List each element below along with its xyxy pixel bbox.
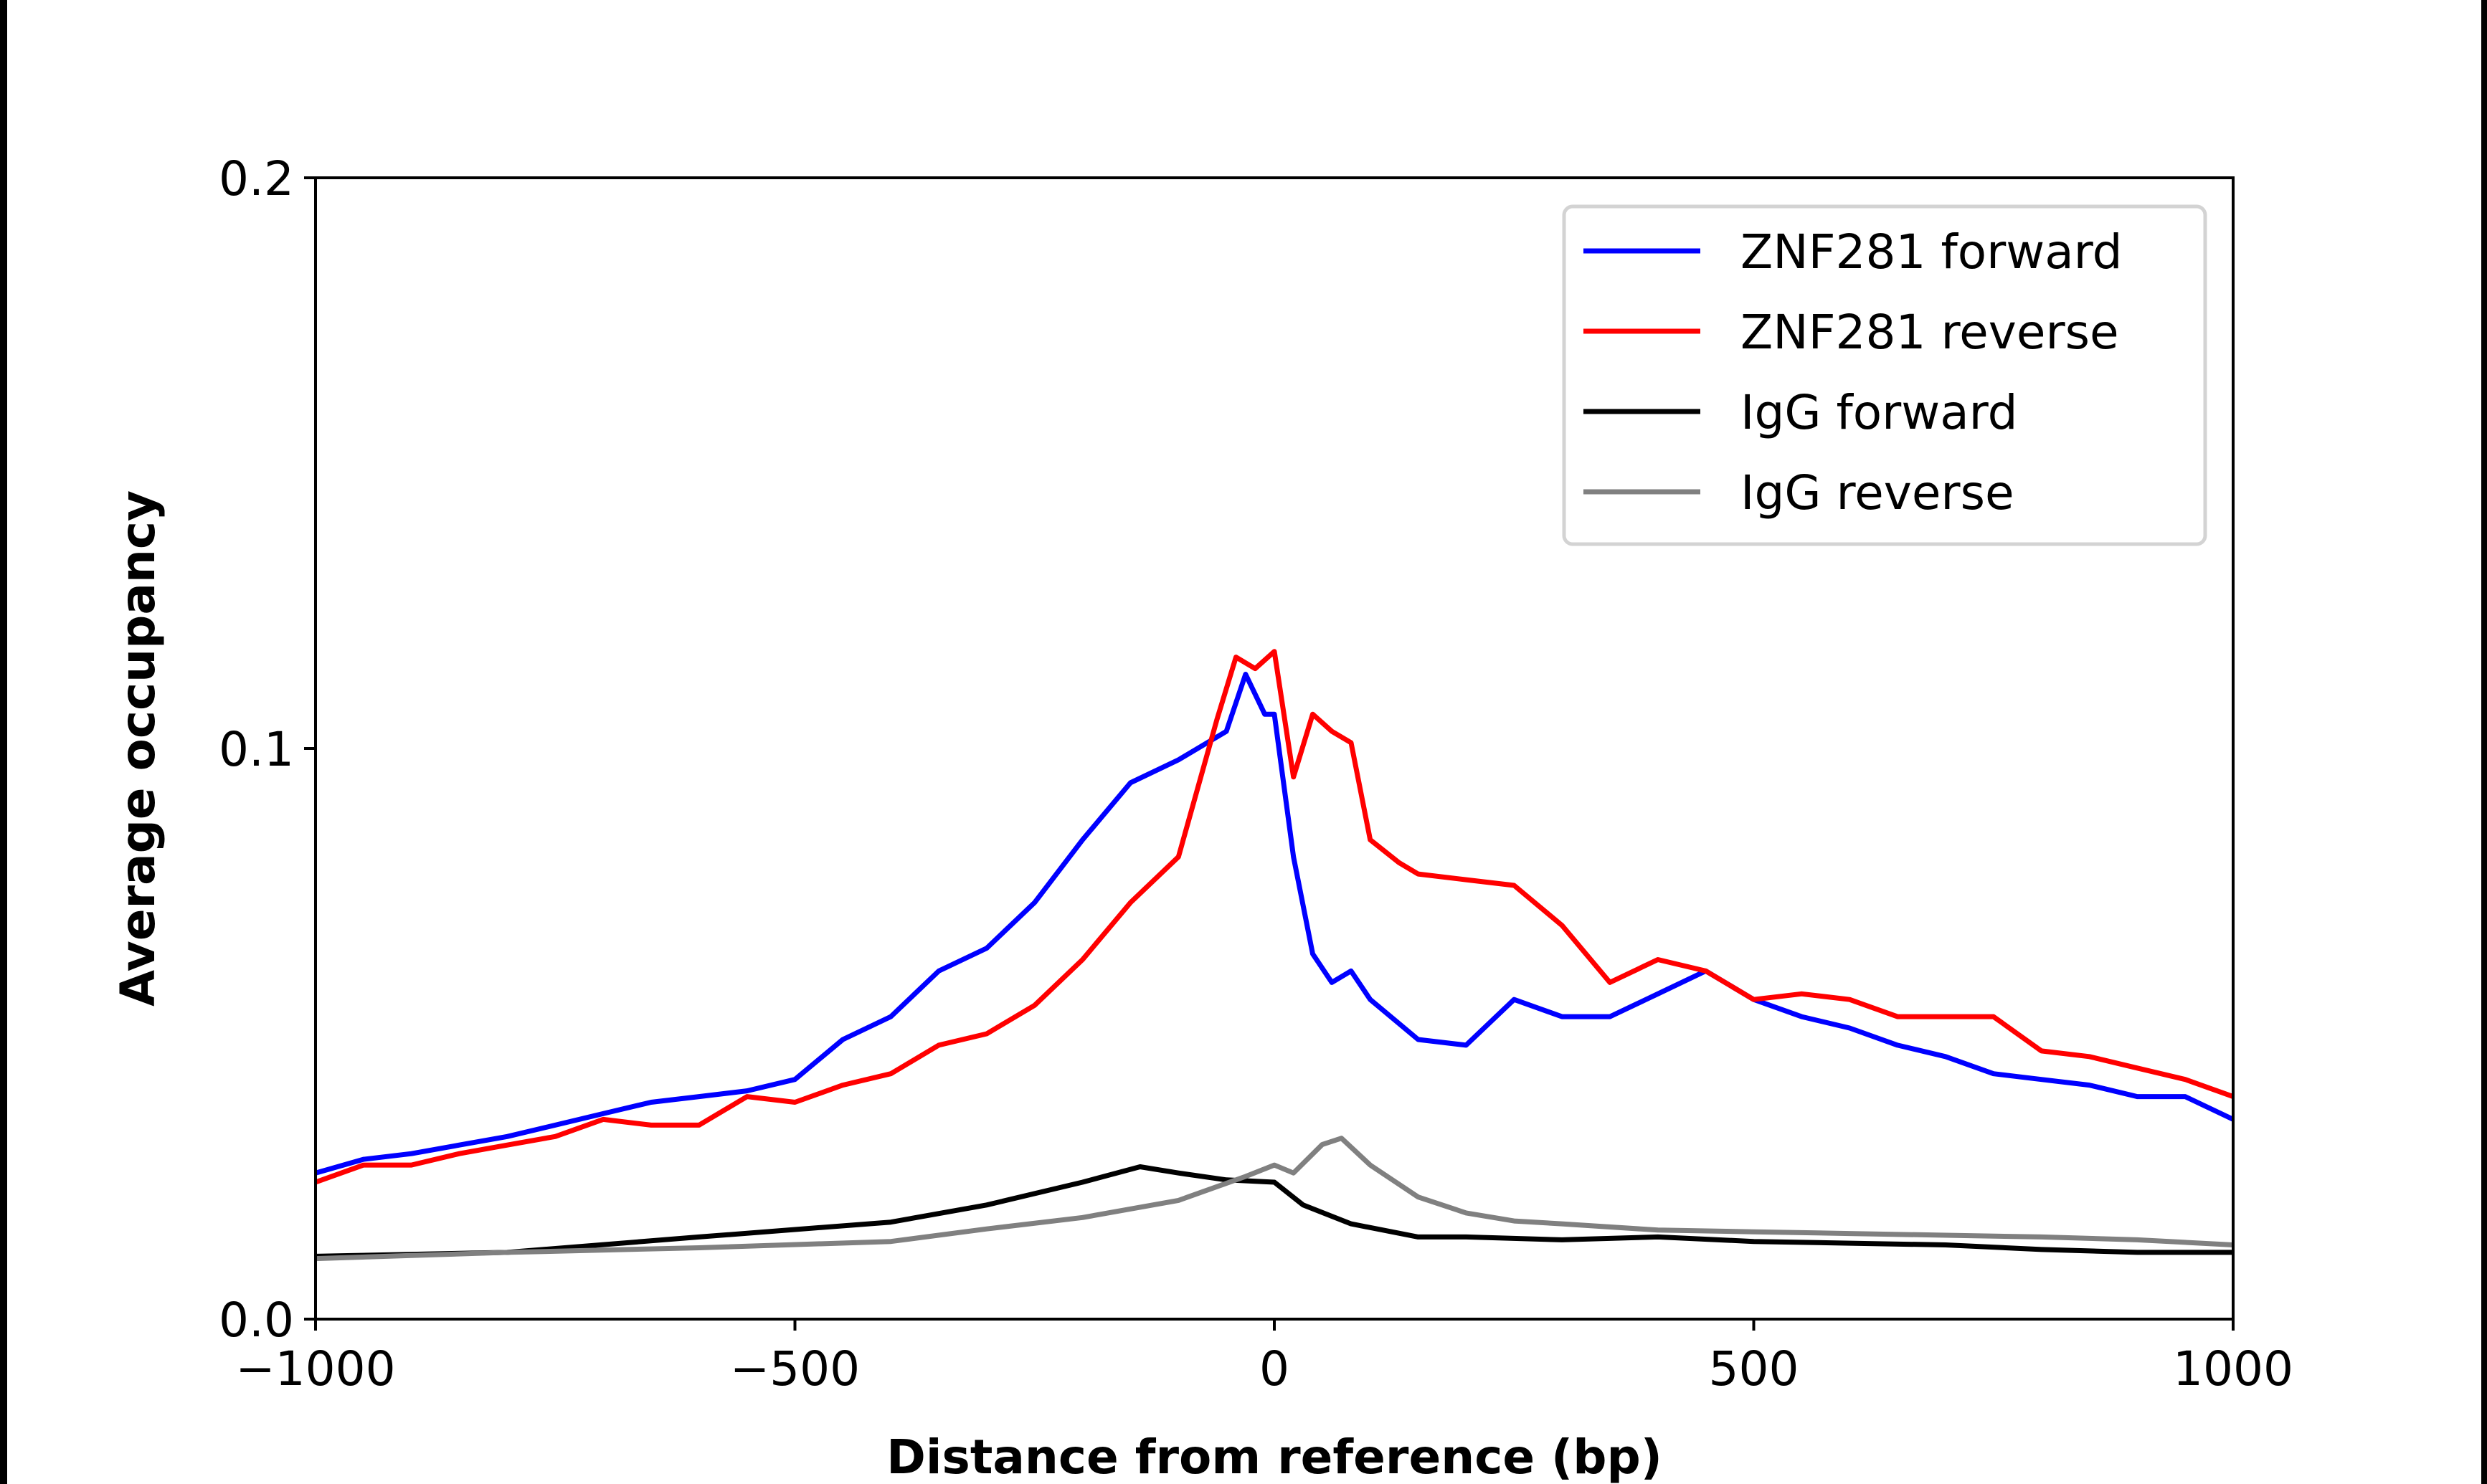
x-tick-label: 500 xyxy=(1709,1341,1799,1397)
series-lines xyxy=(314,649,2235,1262)
y-tick-label: 0.1 xyxy=(219,722,294,777)
legend: ZNF281 forward ZNF281 reverse IgG forward I… xyxy=(1562,204,2207,546)
legend-label: ZNF281 reverse xyxy=(1740,305,2119,360)
x-tick-label: 1000 xyxy=(2173,1341,2293,1397)
series-line-igg-forward xyxy=(315,1164,2233,1259)
y-tick-label: 0.0 xyxy=(219,1293,294,1348)
y-axis-label: Average occupancy xyxy=(110,490,166,1007)
y-tick-label: 0.2 xyxy=(219,151,294,206)
x-tick-label: −1000 xyxy=(235,1341,395,1397)
axis-ticks: −1000 −500 0 500 1000 0.0 0.1 0.2 xyxy=(219,151,2293,1397)
legend-box xyxy=(1562,204,2207,546)
legend-label: IgG forward xyxy=(1740,385,2018,440)
x-tick-label: 0 xyxy=(1259,1341,1289,1397)
x-tick-label: −500 xyxy=(730,1341,860,1397)
left-border xyxy=(0,0,7,1484)
series-line-znf281-reverse xyxy=(314,649,2235,1185)
series-line-znf281-forward xyxy=(315,672,2235,1176)
legend-label: IgG reverse xyxy=(1740,465,2014,520)
x-axis-label: Distance from reference (bp) xyxy=(886,1430,1662,1484)
right-border xyxy=(2481,0,2487,1484)
series-line-igg-reverse xyxy=(315,1136,2234,1262)
legend-label: ZNF281 forward xyxy=(1740,224,2123,280)
